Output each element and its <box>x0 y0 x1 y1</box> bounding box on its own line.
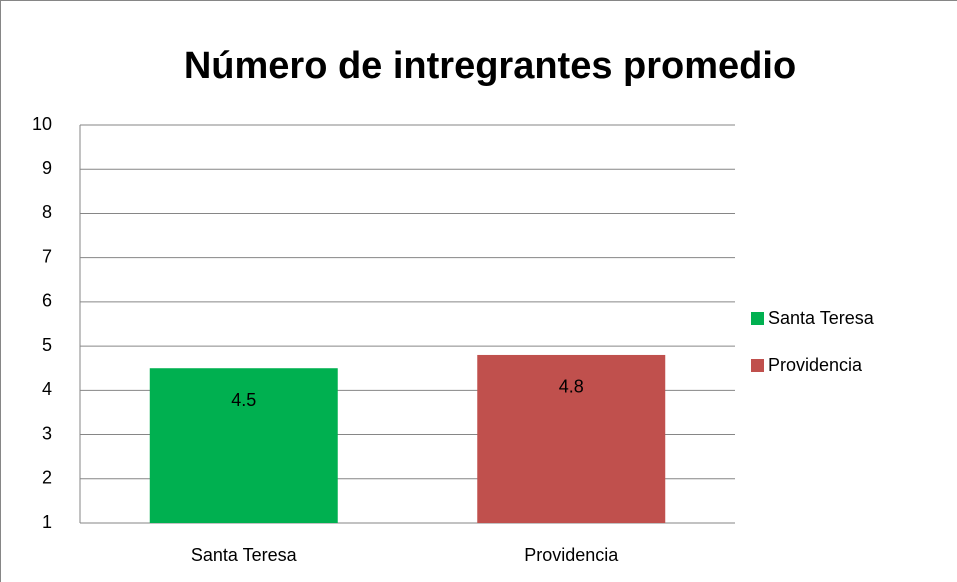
y-tick-label: 2 <box>42 468 52 488</box>
y-tick-label: 3 <box>42 423 52 443</box>
legend-swatch <box>751 359 764 372</box>
bar <box>477 354 666 523</box>
data-label: 4.5 <box>231 390 256 410</box>
x-tick-label: Santa Teresa <box>191 545 298 565</box>
y-tick-label: 5 <box>42 335 52 355</box>
y-tick-label: 8 <box>42 202 52 222</box>
y-tick-label: 7 <box>42 246 52 266</box>
y-tick-label: 9 <box>42 158 52 178</box>
legend-label: Santa Teresa <box>768 308 875 328</box>
x-tick-label: Providencia <box>524 545 619 565</box>
y-tick-label: 4 <box>42 379 52 399</box>
legend-label: Providencia <box>768 355 863 375</box>
data-label: 4.8 <box>559 377 584 397</box>
y-tick-label: 6 <box>42 291 52 311</box>
chart-title: Número de intregrantes promedio <box>184 45 796 87</box>
legend-swatch <box>751 312 764 325</box>
y-tick-label: 10 <box>32 114 52 134</box>
bar <box>149 368 338 523</box>
y-tick-label: 1 <box>42 512 52 532</box>
